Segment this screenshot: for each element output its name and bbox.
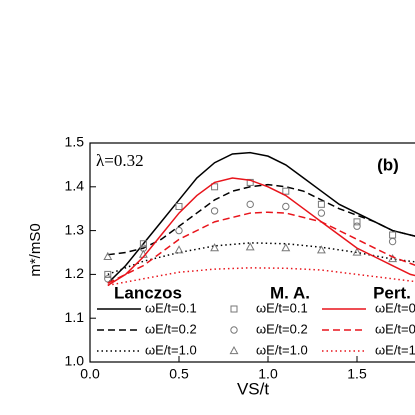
marker bbox=[389, 231, 397, 239]
series-line bbox=[107, 183, 415, 256]
x-tick-label: 1.5 bbox=[347, 366, 367, 382]
series-line bbox=[107, 267, 415, 287]
legend-title: Lanczos bbox=[114, 283, 182, 302]
x-tick-label: 0.0 bbox=[80, 366, 100, 382]
marker bbox=[211, 183, 219, 191]
legend-label: ωE/t=0.1 bbox=[256, 300, 308, 315]
series-line bbox=[107, 177, 415, 286]
legend-label: ωE/t=0.2 bbox=[145, 321, 197, 336]
marker bbox=[317, 200, 325, 208]
legend-label: ωE/t=0.1 bbox=[375, 300, 415, 315]
legend-title: Pert. bbox=[373, 283, 411, 302]
marker bbox=[282, 202, 290, 211]
legend-label: ωE/t=0.1 bbox=[145, 300, 197, 315]
legend-label: ωE/t=1.0 bbox=[256, 342, 308, 357]
marker bbox=[352, 247, 362, 256]
marker bbox=[281, 243, 291, 252]
y-axis-label: m*/mS0 bbox=[27, 223, 44, 276]
y-tick-label: 1.2 bbox=[65, 265, 85, 281]
marker bbox=[175, 203, 183, 211]
marker bbox=[104, 275, 112, 283]
marker bbox=[104, 270, 112, 278]
marker bbox=[317, 209, 326, 217]
marker bbox=[103, 251, 113, 260]
chart-title: λ=0.32 bbox=[96, 151, 144, 170]
marker bbox=[245, 242, 255, 251]
marker bbox=[229, 345, 239, 355]
marker bbox=[316, 245, 326, 254]
series-line bbox=[107, 211, 415, 284]
marker bbox=[353, 222, 361, 230]
panel-label: (b) bbox=[377, 155, 399, 174]
marker bbox=[174, 245, 184, 254]
marker bbox=[175, 226, 183, 235]
marker bbox=[353, 218, 361, 226]
x-tick-label: 0.5 bbox=[169, 366, 189, 382]
legend-title: M. A. bbox=[270, 283, 310, 302]
y-tick-label: 1.0 bbox=[65, 353, 85, 369]
marker bbox=[210, 243, 220, 252]
series-line bbox=[107, 242, 415, 276]
legend-label: ωE/t=1.0 bbox=[145, 342, 197, 357]
y-tick-label: 1.5 bbox=[65, 134, 85, 150]
marker bbox=[230, 326, 238, 334]
x-tick-label: 1.0 bbox=[258, 366, 278, 382]
y-tick-label: 1.3 bbox=[65, 221, 85, 237]
marker bbox=[388, 237, 397, 246]
legend-label: ωE/t=0.2 bbox=[375, 321, 415, 336]
marker bbox=[388, 254, 398, 263]
series-line bbox=[107, 151, 415, 284]
marker bbox=[246, 178, 254, 186]
y-tick-label: 1.1 bbox=[65, 309, 85, 325]
x-axis-label: VS/t bbox=[237, 379, 269, 398]
y-tick-label: 1.4 bbox=[65, 178, 85, 194]
marker bbox=[210, 207, 219, 215]
legend-label: ωE/t=1.0 bbox=[375, 342, 415, 357]
marker bbox=[246, 200, 254, 209]
legend-label: ωE/t=0.2 bbox=[256, 321, 308, 336]
marker bbox=[139, 240, 147, 248]
marker bbox=[282, 187, 290, 195]
marker bbox=[230, 305, 238, 313]
